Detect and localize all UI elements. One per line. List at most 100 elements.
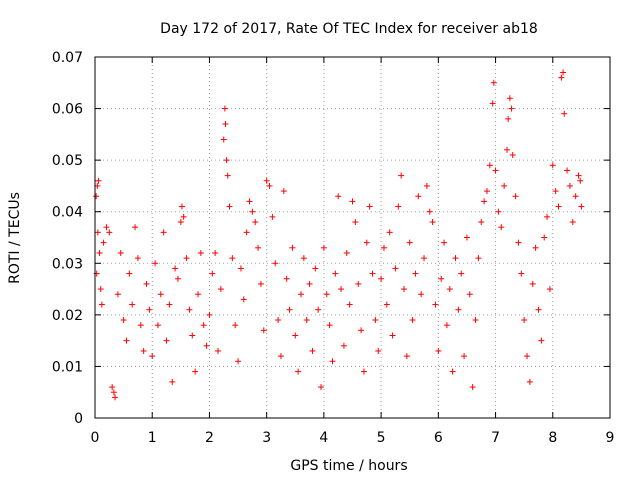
data-point xyxy=(355,280,362,287)
y-axis-ticks: 0 0.01 0.02 0.03 0.04 0.05 0.06 0.07 xyxy=(52,50,610,427)
data-point xyxy=(569,219,576,226)
data-point xyxy=(577,177,584,184)
data-point xyxy=(226,203,233,210)
data-point xyxy=(215,347,222,354)
data-point xyxy=(195,291,201,298)
data-point xyxy=(432,301,439,308)
data-point xyxy=(177,219,184,226)
data-point xyxy=(275,317,282,324)
data-point xyxy=(501,182,508,189)
data-point xyxy=(418,291,425,298)
data-point xyxy=(378,275,385,282)
data-point xyxy=(340,342,347,349)
data-point xyxy=(498,224,505,231)
data-point xyxy=(389,332,396,339)
data-point xyxy=(172,265,179,272)
data-point xyxy=(505,115,512,122)
data-point xyxy=(93,193,100,200)
data-point xyxy=(406,239,413,246)
data-point xyxy=(512,193,519,200)
data-point xyxy=(515,239,522,246)
data-point xyxy=(94,229,101,236)
data-point xyxy=(180,213,187,220)
y-tick-label: 0.03 xyxy=(52,256,83,272)
data-point xyxy=(183,255,190,262)
data-point xyxy=(97,286,104,293)
data-point xyxy=(237,265,244,272)
data-point xyxy=(146,306,153,313)
data-point xyxy=(481,198,488,205)
data-point xyxy=(109,384,116,391)
data-point xyxy=(558,74,565,81)
data-point xyxy=(398,172,405,179)
data-point xyxy=(220,136,227,143)
data-point xyxy=(329,358,336,365)
y-tick-label: 0.06 xyxy=(52,102,83,118)
data-point xyxy=(466,291,473,298)
data-point xyxy=(260,327,267,334)
x-tick-label: 8 xyxy=(548,430,557,446)
data-point xyxy=(154,322,161,329)
data-point xyxy=(229,255,236,262)
data-point xyxy=(561,110,568,117)
data-point xyxy=(192,368,199,375)
data-point xyxy=(120,317,127,324)
data-point xyxy=(409,317,416,324)
data-point xyxy=(257,280,264,287)
data-point xyxy=(100,239,107,246)
data-point xyxy=(549,162,556,169)
data-point xyxy=(452,255,459,262)
data-point xyxy=(544,213,551,220)
data-point xyxy=(232,322,239,329)
data-point xyxy=(383,301,390,308)
data-point xyxy=(461,353,468,360)
data-point xyxy=(423,182,430,189)
data-point xyxy=(134,255,141,262)
data-point xyxy=(224,172,231,179)
data-point xyxy=(280,188,287,195)
data-point xyxy=(286,306,293,313)
data-point xyxy=(572,193,579,200)
data-point xyxy=(541,234,548,241)
y-tick-label: 0.07 xyxy=(52,50,83,66)
data-point xyxy=(266,182,273,189)
data-point xyxy=(277,353,284,360)
data-point xyxy=(163,337,170,344)
data-point xyxy=(560,69,567,76)
data-point xyxy=(137,322,144,329)
data-point xyxy=(415,193,422,200)
data-point xyxy=(526,378,533,385)
data-point xyxy=(174,275,181,282)
data-point xyxy=(300,255,307,262)
data-point xyxy=(524,353,531,360)
data-point xyxy=(189,332,196,339)
data-point xyxy=(157,291,164,298)
data-point xyxy=(401,286,407,293)
data-point xyxy=(443,322,450,329)
data-point xyxy=(332,270,339,277)
data-point xyxy=(478,219,485,226)
chart-title: Day 172 of 2017, Rate Of TEC Index for r… xyxy=(160,21,538,37)
x-tick-label: 7 xyxy=(491,430,500,446)
x-axis-label: GPS time / hours xyxy=(290,458,407,474)
data-point xyxy=(403,353,410,360)
data-point xyxy=(200,322,207,329)
data-point xyxy=(435,347,442,354)
data-point xyxy=(438,275,445,282)
data-point xyxy=(140,347,147,354)
data-point xyxy=(117,249,124,256)
y-tick-label: 0 xyxy=(74,411,83,427)
data-point xyxy=(103,224,110,231)
data-point xyxy=(186,306,193,313)
data-point xyxy=(375,347,382,354)
data-points xyxy=(93,69,585,401)
data-point xyxy=(506,95,513,102)
data-point xyxy=(509,151,516,158)
data-point xyxy=(555,203,562,210)
data-point xyxy=(363,239,370,246)
data-point xyxy=(463,234,470,241)
data-point xyxy=(283,275,290,282)
data-point xyxy=(143,280,150,287)
data-point xyxy=(235,358,242,365)
data-point xyxy=(203,342,210,349)
